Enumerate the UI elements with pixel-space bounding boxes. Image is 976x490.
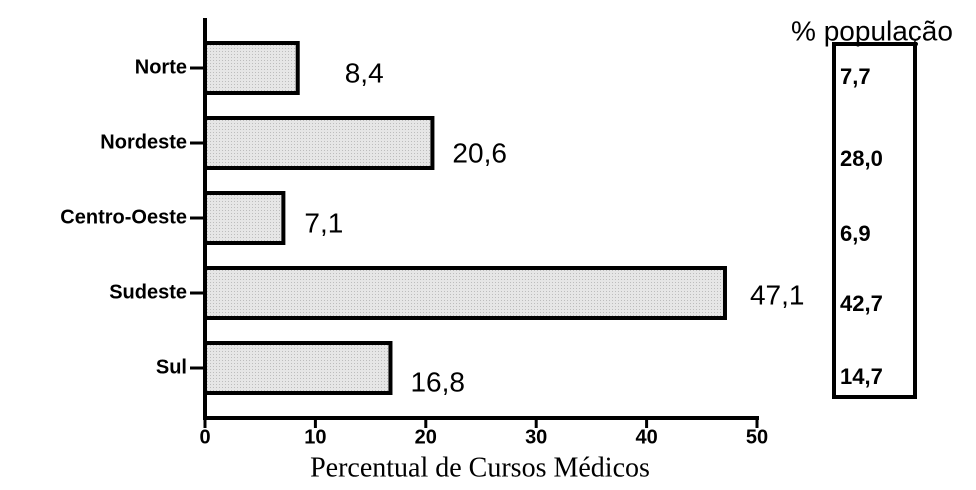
- value-label: 8,4: [345, 57, 384, 88]
- value-label: 16,8: [410, 366, 465, 397]
- x-tick-label: 10: [304, 426, 326, 448]
- value-label: 7,1: [304, 207, 343, 238]
- x-tick-label: 30: [525, 426, 547, 448]
- value-label: 20,6: [452, 137, 507, 168]
- bar: [203, 116, 435, 170]
- x-axis-label: Percentual de Cursos Médicos: [310, 452, 650, 483]
- x-tick-label: 40: [635, 426, 657, 448]
- bar: [203, 41, 300, 95]
- side-table-value: 28,0: [840, 146, 883, 171]
- bar: [203, 266, 727, 320]
- x-tick-label: 50: [746, 426, 768, 448]
- side-table-value: 14,7: [840, 364, 883, 389]
- bar: [203, 191, 286, 245]
- y-tick-label: Sul: [156, 356, 187, 378]
- y-tick-label: Nordeste: [100, 131, 187, 153]
- value-label: 47,1: [750, 279, 805, 310]
- y-tick-label: Sudeste: [109, 281, 187, 303]
- side-table-title: % população: [791, 15, 953, 46]
- side-table-value: 6,9: [840, 221, 871, 246]
- bar: [203, 341, 393, 395]
- x-tick-label: 0: [199, 426, 210, 448]
- y-tick-label: Norte: [135, 56, 187, 78]
- side-table-value: 7,7: [840, 64, 871, 89]
- y-tick-label: Centro-Oeste: [60, 206, 187, 228]
- side-table-box: [832, 42, 917, 399]
- x-tick-label: 20: [415, 426, 437, 448]
- side-table-value: 42,7: [840, 291, 883, 316]
